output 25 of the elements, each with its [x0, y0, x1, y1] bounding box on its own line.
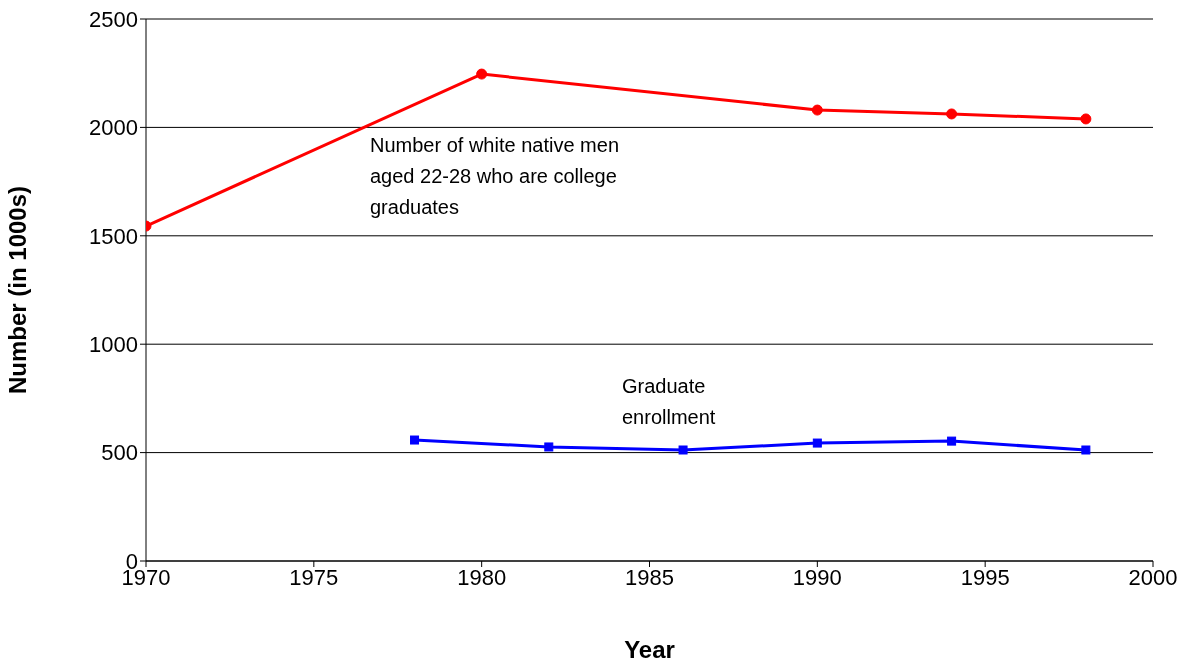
point [1081, 445, 1091, 455]
y-tick-label: 2000 [89, 115, 138, 141]
x-axis-title: Year [624, 636, 675, 663]
y-axis-title: Number (in 1000s) [3, 185, 31, 395]
point [947, 436, 957, 446]
point [476, 68, 488, 80]
point [544, 442, 554, 452]
point [410, 435, 420, 445]
series-label: Number of white native men aged 22-28 who are college graduates [370, 134, 620, 218]
y-tick-label: 2500 [89, 6, 138, 32]
point [678, 445, 688, 455]
x-tick-label: 1980 [457, 564, 507, 590]
point [812, 438, 822, 448]
x-tick-label: 1995 [960, 564, 1010, 590]
point [946, 108, 958, 120]
point [811, 104, 823, 116]
x-tick-label: 1975 [289, 564, 339, 590]
y-tick-label: 500 [101, 440, 138, 466]
y-tick-label: 1000 [89, 332, 138, 358]
series-label: Graduate enrollment [622, 375, 716, 428]
point [1080, 113, 1092, 125]
y-tick-label: 1500 [89, 223, 138, 249]
x-tick-label: 1990 [792, 564, 842, 590]
x-tick-label: 1985 [625, 564, 674, 590]
x-tick-label: 2000 [1128, 564, 1178, 590]
